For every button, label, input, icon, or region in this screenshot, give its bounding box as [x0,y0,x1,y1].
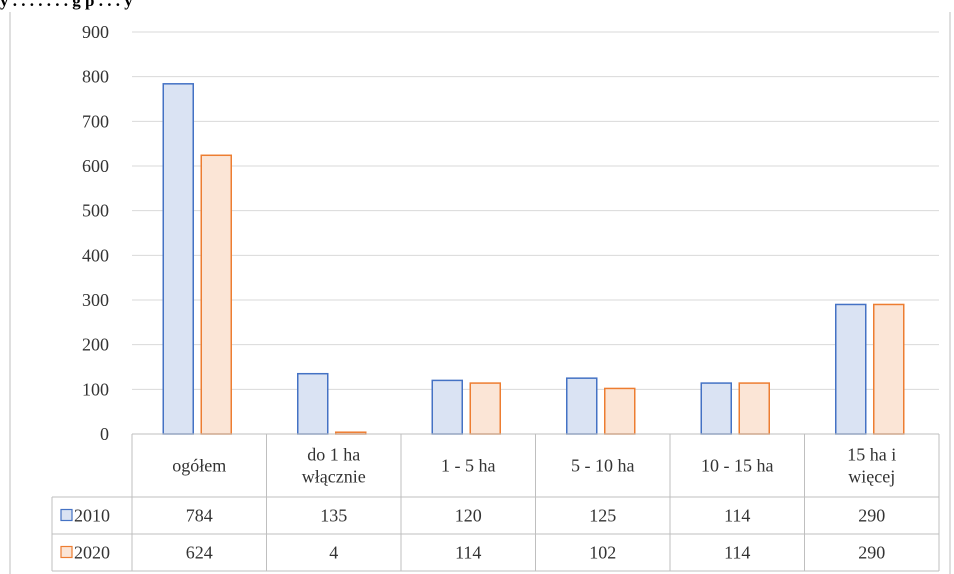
category-label: włącznie [302,467,366,487]
value-cell: 120 [455,506,482,526]
value-cell: 125 [589,506,616,526]
y-tick-label: 500 [82,201,109,221]
legend-key-2010 [60,508,73,522]
category-label: ogółem [172,456,226,476]
bar-2020-2 [469,382,501,435]
legend-key-2020 [60,545,73,559]
category-label: 15 ha i [847,445,896,465]
y-tick-label: 300 [82,290,109,310]
value-cell: 4 [329,543,338,563]
bar-2010-5 [835,303,867,435]
legend-label-2020: 2020 [74,543,110,563]
bar-2020-0 [200,154,232,435]
bar-2010-2 [431,379,463,435]
bar-2020-5 [873,303,905,435]
bar-2010-3 [566,377,598,435]
y-tick-label: 600 [82,156,109,176]
value-cell: 114 [455,543,481,563]
value-cell: 624 [186,543,213,563]
chart-title-cropped: y . . . . . . . g p . . . y [0,0,133,11]
category-label: 10 - 15 ha [701,456,773,476]
category-label: do 1 ha [307,445,360,465]
chart-frame [9,12,951,574]
y-tick-label: 900 [82,22,109,42]
y-tick-label: 0 [100,424,109,444]
value-cell: 290 [858,506,885,526]
value-cell: 114 [724,543,750,563]
y-tick-label: 400 [82,245,109,265]
gridlines [132,31,939,390]
bar-2010-4 [700,382,732,435]
y-tick-label: 700 [82,111,109,131]
bar-2010-1 [297,372,329,435]
value-cell: 290 [858,543,885,563]
category-label: więcej [848,467,895,487]
y-tick-label: 100 [82,379,109,399]
y-tick-label: 800 [82,67,109,87]
value-cell: 135 [320,506,347,526]
value-cell: 102 [589,543,616,563]
bar-2020-4 [738,382,770,435]
value-cell: 784 [186,506,213,526]
category-label: 5 - 10 ha [571,456,634,476]
value-cell: 114 [724,506,750,526]
legend-label-2010: 2010 [74,506,110,526]
chart-title-text: y . . . . . . . g p . . . y [0,0,133,10]
bars [162,83,905,435]
category-label: 1 - 5 ha [441,456,495,476]
y-axis: 0 100 200 300 400 500 600 700 800 900 [82,22,109,444]
bar-2020-3 [604,387,636,435]
bar-2010-0 [162,83,194,435]
y-tick-label: 200 [82,335,109,355]
